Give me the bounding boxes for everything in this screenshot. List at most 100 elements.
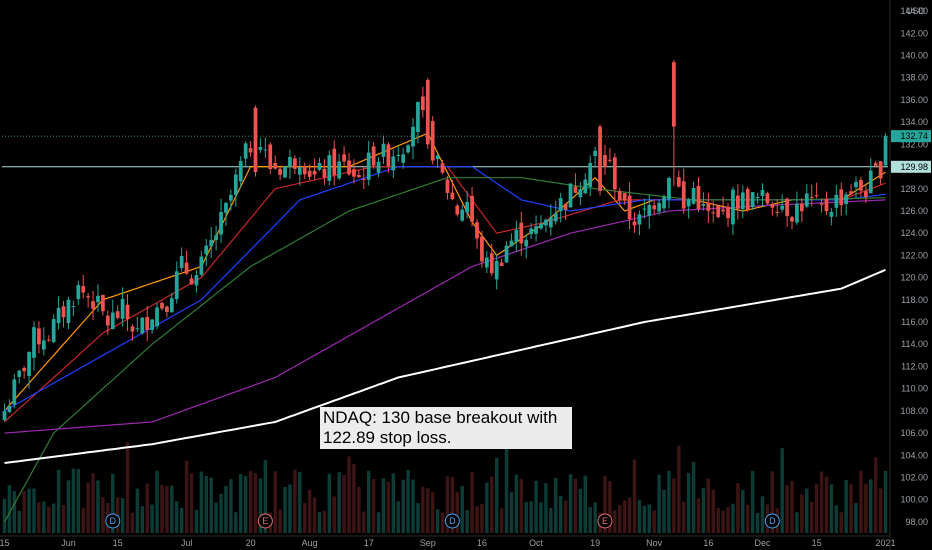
candle-body [140,317,145,334]
candle-body [470,195,474,222]
candle-body [553,213,558,222]
candle-body [868,170,873,194]
volume-bar [627,497,632,533]
candle-body [662,196,666,209]
volume-bar [229,479,233,533]
candle-body [416,101,420,133]
candle-body [327,155,332,181]
candle-body [56,307,61,324]
candle [61,300,66,328]
candle-body [297,166,302,175]
candle [632,212,637,233]
volume-bar [642,505,647,533]
candle-body [307,170,312,177]
volume-bar [795,512,799,533]
volume-bar [844,479,848,533]
candle [135,316,140,333]
volume-bar [307,490,312,533]
candle-body [726,206,730,219]
candle [352,159,356,184]
candle-body [430,121,435,161]
candle-body [169,298,174,313]
candle [676,170,681,188]
volume-bar [332,496,336,533]
candle-body [356,174,361,178]
volume-bar [554,478,558,533]
volume-bar [809,501,814,533]
event-badge-letter: D [110,516,117,526]
price-tick-label: 134.00 [900,117,928,127]
volume-bar [27,488,31,533]
candle [169,292,174,313]
candle [509,233,514,247]
candle-body [101,294,105,312]
candle [785,197,789,227]
candle-body [696,185,701,210]
candle [160,301,164,311]
volume-bar [726,507,730,533]
volume-bar [135,488,140,533]
candle [283,165,287,179]
volume-bar [864,483,868,533]
candle [440,159,445,175]
candle [229,189,233,211]
volume-bar [662,489,666,533]
candle [499,258,504,266]
candle [745,186,750,212]
candle-body [135,328,140,330]
candle [51,314,56,344]
candle-body [440,163,445,173]
candle [76,280,81,305]
candle-body [150,319,154,331]
candle [740,185,745,219]
candle-body [652,205,657,210]
candle [460,205,465,222]
candle [553,200,558,225]
candle [598,124,602,196]
price-tick-label: 126.00 [900,206,928,216]
candle-body [332,148,337,175]
candle-body [809,196,814,198]
candle [583,173,588,195]
volume-bar [814,484,819,533]
volume-bar [750,471,755,533]
candle-body [22,367,27,372]
candle-body [849,191,853,194]
candle-body [51,319,56,342]
volume-bar [509,492,514,533]
volume-bar [371,479,376,533]
volume-bar [66,480,71,533]
volume-bar [302,503,307,533]
candle [701,192,706,211]
candle-body [489,253,494,274]
price-tick-label: 122.00 [900,250,928,260]
candle-body [745,188,750,210]
candle-body [238,161,243,182]
candle-body [179,255,184,268]
candle-body [558,198,563,212]
candle-body [155,307,159,327]
volume-bar [622,500,627,533]
price-tick-label: 100.00 [900,495,928,505]
volume-bar [549,508,553,533]
volume-bar [706,478,711,533]
volume-bar [317,512,322,533]
candle-body [721,209,725,212]
volume-bar [347,456,351,533]
candle-body [790,217,794,222]
volume-bar [682,501,686,533]
volume-bar [878,488,883,533]
volume-bar [716,508,720,533]
candle [548,204,553,236]
candle [519,212,524,256]
volume-bar [47,506,51,533]
candle-body [174,271,179,300]
candle [288,149,292,179]
candle-body [71,306,76,308]
volume-bar [293,469,297,533]
volume-bar [327,473,332,533]
candle [199,250,204,277]
volume-bar [381,478,386,533]
volume-bar [86,482,90,533]
